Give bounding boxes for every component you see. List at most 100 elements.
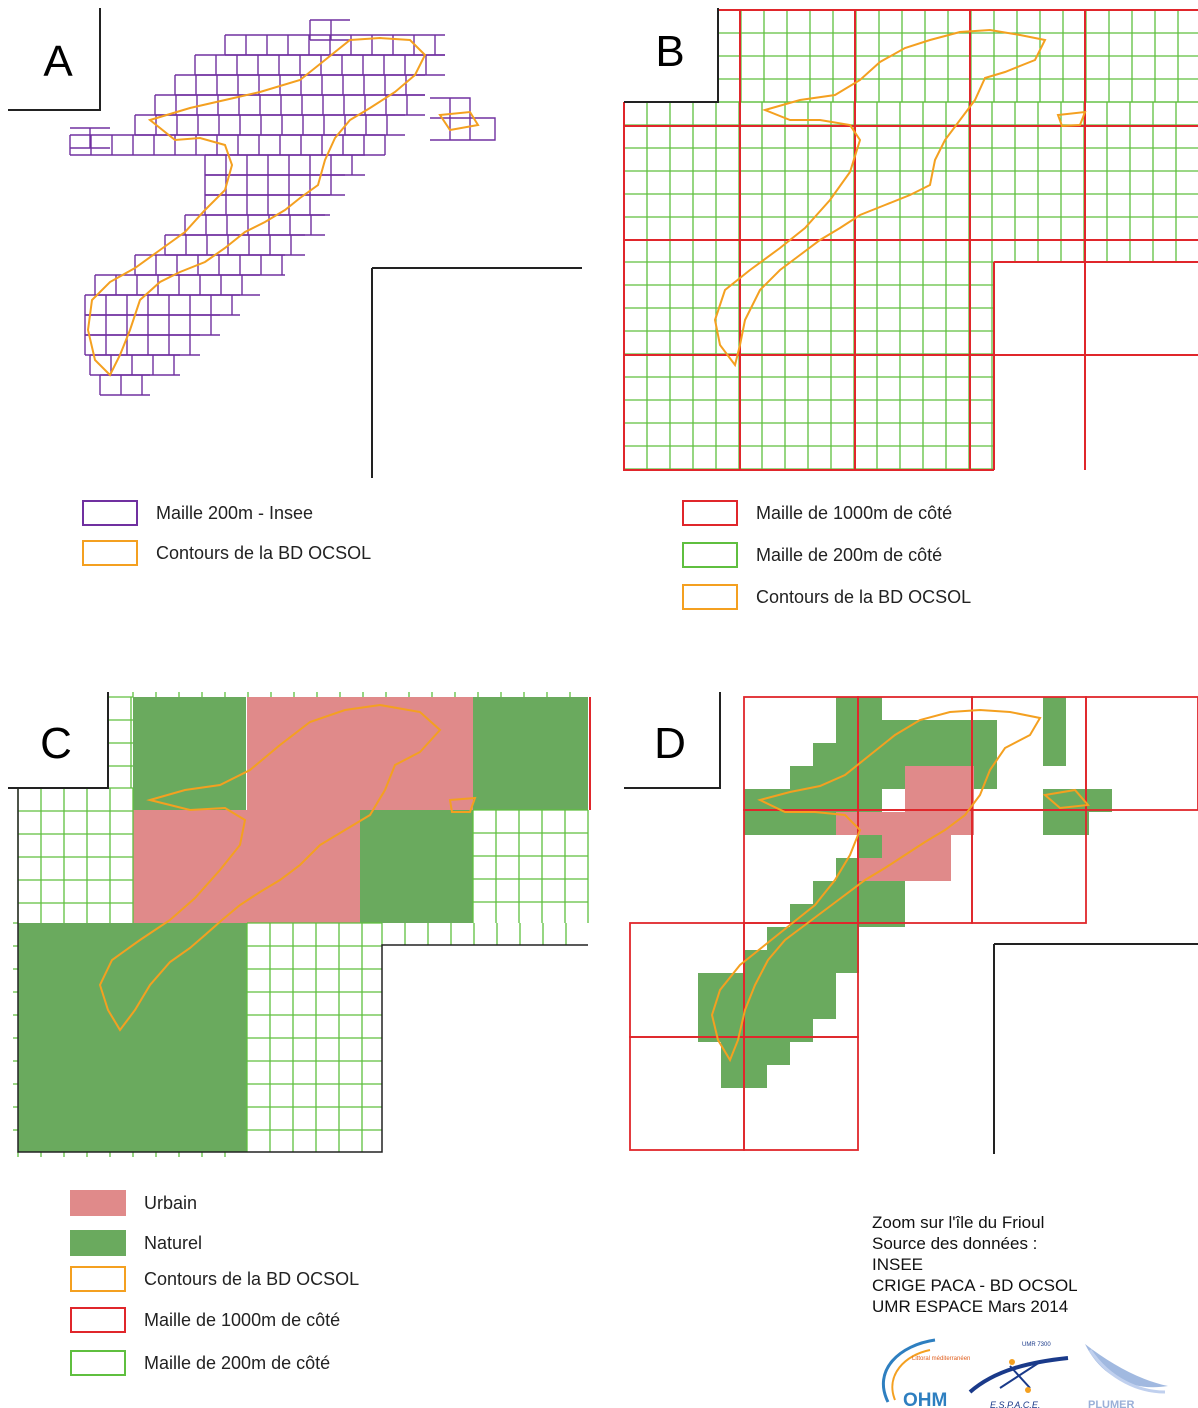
- grid-200m-block: [107, 696, 133, 788]
- natural-cell: [744, 1042, 767, 1065]
- natural-cell: [836, 950, 859, 973]
- legend-swatch: [82, 540, 138, 566]
- insee-grid-row: [94, 274, 260, 296]
- grid-200m-block: [623, 261, 994, 470]
- urban-cell: [882, 858, 905, 881]
- legend-item: Contours de la BD OCSOL: [82, 540, 371, 566]
- urban-cell: [905, 812, 928, 835]
- legend-item: Maille 200m - Insee: [82, 500, 313, 526]
- natural-cell: [974, 720, 997, 743]
- natural-cell: [836, 697, 859, 720]
- insee-grid-row: [99, 374, 150, 396]
- credits-line: INSEE: [872, 1255, 924, 1274]
- natural-cell: [859, 697, 882, 720]
- grid-200m-ticks: [13, 692, 571, 1157]
- grid-200m-block: [472, 809, 589, 923]
- urban-cell: [247, 810, 360, 923]
- urban-cell: [882, 812, 905, 835]
- urban-cell: [905, 858, 928, 881]
- logo-espace: UMR 7300 E.S.P.A.C.E.: [968, 1342, 1069, 1408]
- insee-grid-row: [164, 234, 305, 256]
- natural-cell: [767, 812, 790, 835]
- legend-item: Contours de la BD OCSOL: [682, 584, 971, 610]
- urban-cell: [905, 766, 928, 789]
- legend-swatch: [682, 500, 738, 526]
- insee-grid-row: [84, 314, 220, 336]
- legend-label: Contours de la BD OCSOL: [156, 542, 372, 563]
- natural-cell: [951, 743, 974, 766]
- natural-cell: [836, 766, 859, 789]
- natural-cell: [18, 923, 247, 1152]
- legend-swatch: [82, 500, 138, 526]
- insee-grid-islet: [70, 127, 110, 149]
- natural-cell: [859, 835, 882, 858]
- svg-text:OHM: OHM: [903, 1390, 947, 1408]
- natural-cell: [473, 697, 588, 810]
- natural-cell: [813, 789, 836, 812]
- natural-cell: [790, 927, 813, 950]
- urban-cell: [882, 835, 905, 858]
- panel-d-map: D: [624, 692, 1198, 1154]
- credits-line: Zoom sur l'île du Frioul: [872, 1213, 1045, 1232]
- natural-cell: [1043, 720, 1066, 743]
- legend-label: Contours de la BD OCSOL: [144, 1268, 360, 1289]
- panel-a-label-box: [8, 8, 100, 110]
- legend-swatch: [70, 1230, 126, 1256]
- natural-cell: [836, 904, 859, 927]
- urban-cell: [928, 812, 951, 835]
- natural-cell: [813, 743, 836, 766]
- natural-cell: [882, 766, 905, 789]
- insee-grid-islet: [430, 97, 496, 141]
- natural-cell: [744, 789, 767, 812]
- panel-a-label: A: [43, 37, 73, 86]
- panel-d-label: D: [654, 719, 686, 768]
- natural-cell: [767, 973, 790, 996]
- urban-cell: [836, 812, 859, 835]
- credits-line: Source des données :: [872, 1234, 1038, 1253]
- svg-text:Littoral méditerranéen: Littoral méditerranéen: [912, 1356, 970, 1362]
- urban-cell: [951, 766, 974, 789]
- panel-b-map: B: [623, 8, 1198, 471]
- natural-cell: [767, 996, 790, 1019]
- credits-block: Zoom sur l'île du Frioul Source des donn…: [872, 1212, 1078, 1317]
- insee-grid-row: [204, 194, 330, 216]
- panel-d-1000m-grid: [629, 696, 1198, 1151]
- legend-item: Maille de 200m de côté: [70, 1350, 330, 1376]
- urban-cell: [951, 812, 974, 835]
- legend-item: Naturel: [70, 1230, 202, 1256]
- natural-cell: [744, 1065, 767, 1088]
- natural-cell: [1043, 812, 1066, 835]
- legend-item: Urbain: [70, 1190, 197, 1216]
- legend-label: Maille de 1000m de côté: [756, 502, 953, 523]
- svg-text:PLUMER: PLUMER: [1088, 1399, 1135, 1408]
- natural-cell: [790, 789, 813, 812]
- natural-cell: [744, 996, 767, 1019]
- natural-cell: [928, 743, 951, 766]
- urban-cell: [928, 858, 951, 881]
- natural-cell: [698, 973, 721, 996]
- natural-cell: [1043, 743, 1066, 766]
- svg-text:E.S.P.A.C.E.: E.S.P.A.C.E.: [990, 1400, 1040, 1408]
- natural-cell: [790, 766, 813, 789]
- natural-cell: [813, 973, 836, 996]
- natural-cell: [813, 766, 836, 789]
- natural-cell: [974, 766, 997, 789]
- natural-cell: [721, 996, 744, 1019]
- natural-cell: [790, 950, 813, 973]
- natural-cell: [882, 743, 905, 766]
- natural-cell: [767, 950, 790, 973]
- panel-d-ocsol-outline: [710, 708, 1091, 1063]
- legend-swatch: [70, 1350, 126, 1376]
- credits-line: CRIGE PACA - BD OCSOL: [872, 1276, 1078, 1295]
- grid-200m-block: [17, 787, 134, 923]
- urban-cell: [859, 858, 882, 881]
- natural-cell: [813, 996, 836, 1019]
- grid-1000m-cell: [971, 809, 1087, 924]
- natural-cell: [882, 881, 905, 904]
- insee-grid-row: [69, 134, 386, 156]
- svg-text:UMR 7300: UMR 7300: [1022, 1342, 1051, 1348]
- legend-swatch: [682, 542, 738, 568]
- panel-a-map: A: [8, 8, 582, 478]
- natural-cell: [790, 812, 813, 835]
- logo-ohm: Littoral méditerranéen OHM: [881, 1338, 970, 1408]
